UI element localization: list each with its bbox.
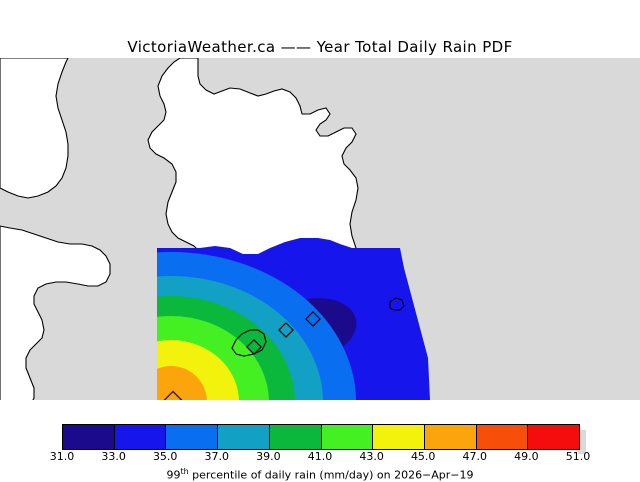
caption-rest: percentile of daily rain (mm/day) on 202… — [188, 468, 474, 482]
station-marker-strait[interactable] — [278, 322, 294, 338]
contour-band-41-43 — [157, 316, 269, 400]
colorbar-segment-1[interactable] — [114, 425, 167, 449]
colorbar-ticks: 31.0 33.0 35.0 37.0 39.0 41.0 43.0 45.0 47.0 49.0… — [0, 450, 640, 466]
colorbar-segment-4[interactable] — [269, 425, 322, 449]
colorbar-segment-7[interactable] — [424, 425, 477, 449]
caption-prefix: 99 — [166, 468, 181, 482]
contour-band-43-45 — [157, 340, 239, 400]
colorbar-tick-3: 37.0 — [204, 450, 230, 463]
colorbar-tick-4: 39.0 — [256, 450, 281, 463]
colorbar-area: 31.0 33.0 35.0 37.0 39.0 41.0 43.0 45.0 47.0 49.0… — [0, 418, 640, 482]
landmass-west-lower — [0, 225, 111, 413]
map-svg — [0, 58, 640, 413]
page-title: VictoriaWeather.ca —— Year Total Daily R… — [127, 38, 513, 56]
colorbar-tick-6: 43.0 — [359, 450, 384, 463]
colorbar-segment-0[interactable] — [63, 425, 115, 449]
contour-band-45-47 — [157, 366, 207, 400]
colorbar-tick-2: 35.0 — [152, 450, 178, 463]
colorbar-tick-5: 41.0 — [307, 450, 333, 463]
colorbar-caption: 99th percentile of daily rain (mm/day) o… — [0, 467, 640, 482]
colorbar-segment-3[interactable] — [218, 425, 270, 449]
map-canvas[interactable] — [0, 58, 640, 413]
colorbar-segment-8[interactable] — [476, 425, 529, 449]
colorbar-shadow — [578, 430, 586, 454]
colorbar-tick-10: 51.0 — [565, 450, 591, 463]
colorbar-segment-2[interactable] — [166, 425, 219, 449]
station-marker-deep-low[interactable] — [305, 311, 321, 327]
caption-ordinal-suffix: th — [180, 467, 189, 476]
colorbar-segment-5[interactable] — [321, 425, 374, 449]
island-notch — [389, 297, 405, 311]
colorbar-tick-0: 31.0 — [49, 450, 75, 463]
field-bottom-mask — [0, 400, 640, 413]
colorbar-tick-1: 33.0 — [101, 450, 126, 463]
colorbar-tick-9: 49.0 — [514, 450, 539, 463]
landmass-west — [0, 58, 69, 199]
coastline-inlet — [231, 329, 267, 357]
colorbar-segment-6[interactable] — [373, 425, 425, 449]
colorbar-tick-8: 47.0 — [462, 450, 488, 463]
station-marker-inlet[interactable] — [246, 339, 262, 355]
colorbar[interactable] — [62, 424, 580, 450]
colorbar-tick-7: 45.0 — [410, 450, 436, 463]
colorbar-segment-9[interactable] — [528, 425, 580, 449]
